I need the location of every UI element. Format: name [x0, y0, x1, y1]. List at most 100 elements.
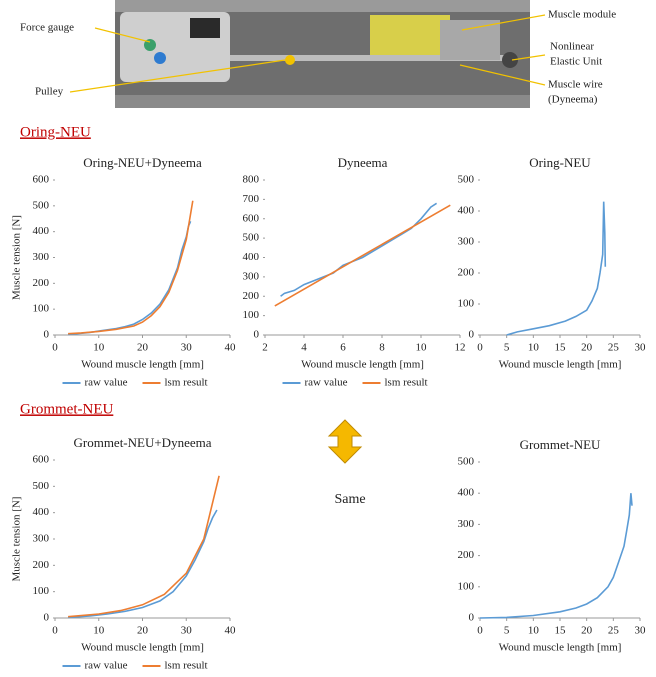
x-axis-label: Wound muscle length [mm]: [81, 642, 204, 654]
y-tick-label: 500: [243, 232, 260, 244]
x-tick-label: 8: [379, 342, 385, 354]
series-line: [281, 203, 437, 296]
photo-label: Muscle module: [548, 9, 616, 21]
y-tick-label: 400: [458, 205, 475, 217]
x-tick-label: 5: [504, 342, 510, 354]
y-tick-label: 200: [458, 267, 475, 279]
y-tick-label: 0: [44, 612, 50, 624]
y-tick-label: 200: [243, 290, 260, 302]
y-tick-label: 0: [254, 329, 260, 341]
series-line: [68, 510, 217, 618]
series-line: [480, 493, 632, 618]
chart-title: Grommet-NEU+Dyneema: [73, 435, 211, 450]
x-tick-label: 4: [301, 342, 307, 354]
legend-label: lsm result: [165, 377, 208, 389]
y-tick-label: 500: [458, 456, 475, 468]
x-tick-label: 20: [137, 342, 149, 354]
photo-label: Elastic Unit: [550, 56, 602, 68]
y-tick-label: 0: [469, 612, 475, 624]
y-tick-label: 100: [243, 309, 260, 321]
x-tick-label: 10: [528, 625, 540, 637]
y-tick-label: 500: [33, 480, 50, 492]
y-tick-label: 200: [33, 277, 50, 289]
photo: [70, 0, 545, 108]
legend-label: raw value: [85, 660, 128, 672]
legend-label: lsm result: [385, 377, 428, 389]
x-tick-label: 20: [137, 625, 149, 637]
x-tick-label: 25: [608, 625, 620, 637]
x-axis-label: Wound muscle length [mm]: [81, 359, 204, 371]
y-tick-label: 0: [469, 329, 475, 341]
y-tick-label: 500: [33, 199, 50, 211]
x-tick-label: 20: [581, 625, 593, 637]
x-tick-label: 12: [455, 342, 466, 354]
x-tick-label: 30: [181, 625, 193, 637]
y-tick-label: 600: [33, 454, 50, 466]
x-tick-label: 2: [262, 342, 268, 354]
x-tick-label: 20: [581, 342, 593, 354]
chart-title: Grommet-NEU: [520, 437, 601, 452]
x-tick-label: 0: [52, 342, 58, 354]
y-tick-label: 600: [243, 212, 260, 224]
y-axis-label: Muscle tension [N]: [11, 497, 23, 582]
y-tick-label: 100: [458, 580, 475, 592]
x-tick-label: 6: [340, 342, 346, 354]
series-line: [275, 205, 451, 306]
photo-label: Muscle wire: [548, 79, 603, 91]
legend-label: raw value: [85, 377, 128, 389]
y-tick-label: 300: [458, 518, 475, 530]
double-arrow: [329, 420, 361, 463]
annotation: Same: [334, 492, 365, 507]
y-tick-label: 500: [458, 174, 475, 186]
photo-label: Force gauge: [20, 22, 74, 34]
series-line: [507, 202, 606, 335]
y-tick-label: 400: [458, 487, 475, 499]
x-axis-label: Wound muscle length [mm]: [499, 642, 622, 654]
x-tick-label: 10: [528, 342, 540, 354]
y-tick-label: 300: [243, 270, 260, 282]
x-tick-label: 40: [225, 625, 237, 637]
y-tick-label: 200: [33, 559, 50, 571]
x-tick-label: 40: [225, 342, 237, 354]
y-tick-label: 700: [243, 193, 260, 205]
series-line: [68, 201, 193, 334]
x-tick-label: 15: [555, 625, 567, 637]
y-tick-label: 200: [458, 549, 475, 561]
x-tick-label: 30: [181, 342, 193, 354]
x-tick-label: 30: [635, 342, 647, 354]
x-tick-label: 25: [608, 342, 620, 354]
figure: Force gauge Pulley Muscle module Nonline…: [0, 0, 656, 677]
y-tick-label: 400: [243, 251, 260, 263]
y-tick-label: 100: [33, 585, 50, 597]
x-tick-label: 0: [477, 342, 483, 354]
legend-label: lsm result: [165, 660, 208, 672]
y-tick-label: 300: [458, 236, 475, 248]
x-tick-label: 10: [416, 342, 428, 354]
y-tick-label: 100: [33, 303, 50, 315]
x-axis-label: Wound muscle length [mm]: [301, 359, 424, 371]
y-tick-label: 400: [33, 506, 50, 518]
x-tick-label: 0: [477, 625, 483, 637]
y-tick-label: 0: [44, 329, 50, 341]
chart-title: Oring-NEU: [529, 155, 591, 170]
photo-label: (Dyneema): [548, 94, 598, 106]
y-axis-label: Muscle tension [N]: [11, 215, 23, 300]
section-title: Grommet-NEU: [20, 401, 113, 417]
x-tick-label: 0: [52, 625, 58, 637]
y-tick-label: 800: [243, 174, 260, 186]
x-tick-label: 10: [93, 625, 105, 637]
legend-label: raw value: [305, 377, 348, 389]
photo-label: Nonlinear: [550, 41, 594, 53]
x-tick-label: 15: [555, 342, 567, 354]
y-tick-label: 600: [33, 174, 50, 186]
y-tick-label: 400: [33, 225, 50, 237]
y-tick-label: 300: [33, 251, 50, 263]
x-tick-label: 10: [93, 342, 105, 354]
series-line: [68, 476, 219, 617]
x-axis-label: Wound muscle length [mm]: [499, 359, 622, 371]
y-tick-label: 100: [458, 298, 475, 310]
y-tick-label: 300: [33, 533, 50, 545]
section-title: Oring-NEU: [20, 124, 91, 140]
x-tick-label: 5: [504, 625, 510, 637]
series-line: [68, 221, 191, 334]
